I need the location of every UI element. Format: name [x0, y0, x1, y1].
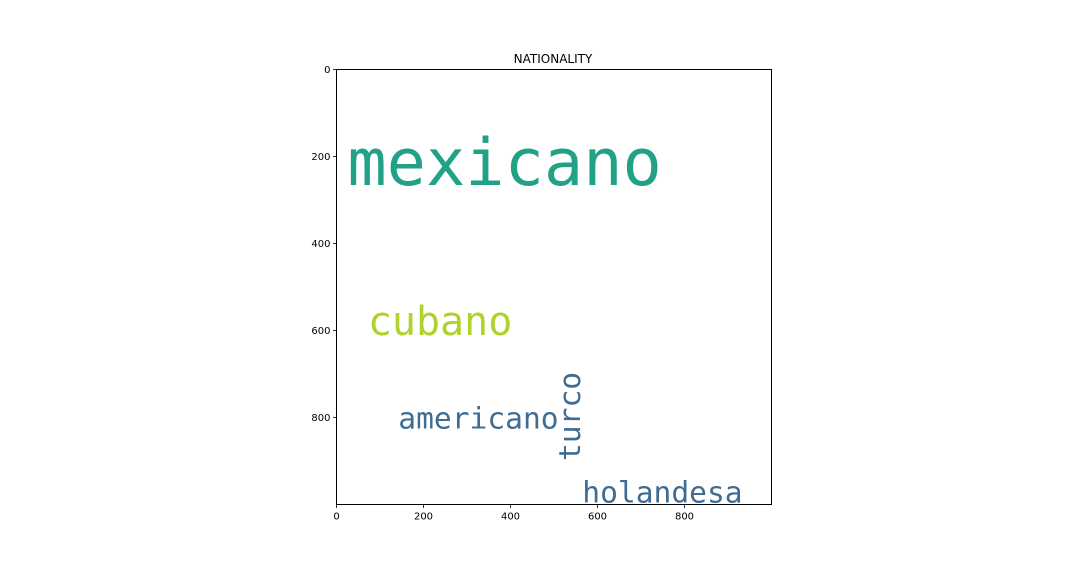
x-tick-label: 200 — [414, 512, 433, 523]
plot-frame — [336, 69, 772, 505]
y-axis: 0 200 400 600 800 — [311, 65, 337, 424]
x-tick-label: 800 — [675, 512, 694, 523]
y-tick-label: 600 — [311, 326, 330, 337]
word-mexicano: mexicano — [347, 125, 662, 201]
x-tick-label: 600 — [588, 512, 607, 523]
y-tick-label: 800 — [311, 413, 330, 424]
y-tick-label: 200 — [311, 152, 330, 163]
chart-title: NATIONALITY — [514, 52, 593, 66]
word-cubano: cubano — [368, 299, 513, 345]
word-americano: americano — [398, 401, 558, 435]
word-turco: turco — [553, 372, 587, 461]
y-tick-label: 0 — [324, 65, 330, 76]
word-holandesa: holandesa — [582, 475, 742, 509]
x-tick-label: 400 — [501, 512, 520, 523]
x-axis: 0 200 400 600 800 — [333, 504, 694, 523]
x-tick-label: 0 — [333, 512, 339, 523]
y-tick-label: 400 — [311, 239, 330, 250]
